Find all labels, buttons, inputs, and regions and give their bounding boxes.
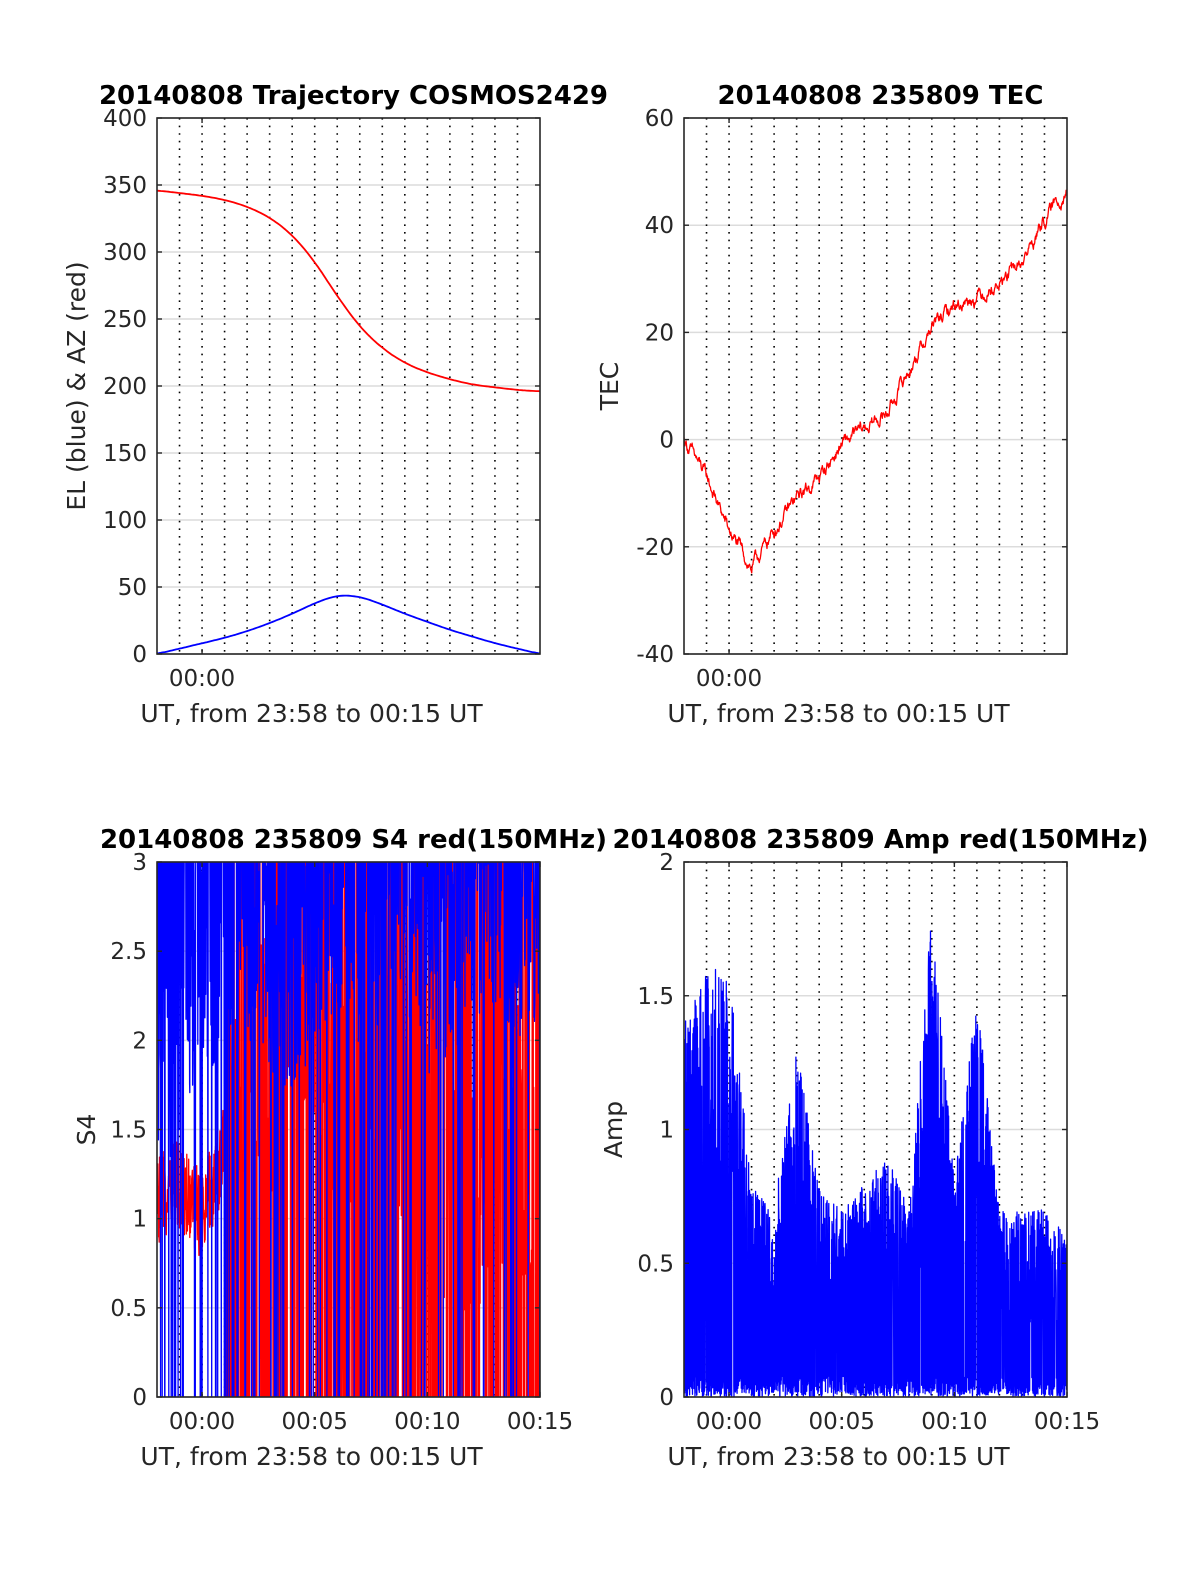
y-tick-label: 2.5 <box>110 939 147 965</box>
y-axis-label: Amp <box>599 1101 628 1158</box>
y-axis-label: S4 <box>72 1114 101 1146</box>
y-axis-label: TEC <box>595 362 624 412</box>
x-tick-label: 00:00 <box>696 666 762 692</box>
y-tick-label: 3 <box>132 850 147 876</box>
axes-box <box>683 117 1068 655</box>
chart-panel-s4: 0 0.5 1 1.5 2 2.5 3 00:00 00:05 00:10 00:15 2014080… <box>72 825 607 1471</box>
series-line <box>684 930 1067 1397</box>
x-axis-label: UT, from 23:58 to 00:15 UT <box>140 699 483 728</box>
chart-panel-traj: 0 50 100 150 200 250 300 350 400 00:00 20140808 Tr… <box>62 81 608 728</box>
chart-title: 20140808 Trajectory COSMOS2429 <box>99 81 608 111</box>
x-tick-label: 00:00 <box>169 666 235 692</box>
y-tick-label: 2 <box>132 1028 147 1054</box>
y-tick-label: 250 <box>103 307 147 333</box>
y-tick-label: 0 <box>132 642 147 668</box>
y-tick-label: 1 <box>132 1207 147 1233</box>
chart-title: 20140808 235809 S4 red(150MHz) <box>100 825 607 855</box>
y-tick-label: 150 <box>103 441 147 467</box>
series-line <box>684 189 1067 574</box>
y-tick-label: -20 <box>636 535 674 561</box>
y-tick-label: 300 <box>103 240 147 266</box>
series-group <box>157 862 540 1397</box>
x-tick-label: 00:10 <box>921 1409 987 1435</box>
y-tick-label: 100 <box>103 508 147 534</box>
y-tick-label: 40 <box>645 213 674 239</box>
y-tick-label: 20 <box>645 320 674 346</box>
x-tick-label: 00:05 <box>809 1409 875 1435</box>
y-tick-label: 1.5 <box>110 1118 147 1144</box>
x-tick-label: 00:15 <box>507 1409 573 1435</box>
x-axis-label: UT, from 23:58 to 00:15 UT <box>667 699 1010 728</box>
chart-panel-amp: 0 0.5 1 1.5 2 00:00 00:05 00:10 00:15 20140808 23… <box>599 825 1149 1471</box>
x-tick-label: 00:00 <box>169 1409 235 1435</box>
chart-panel-tec: -40 -20 0 20 40 60 00:00 20140808 235809 TEC UT,… <box>595 81 1068 728</box>
y-tick-label: 2 <box>659 850 674 876</box>
y-tick-label: 0.5 <box>110 1296 147 1322</box>
y-axis-label: EL (blue) & AZ (red) <box>62 261 91 510</box>
y-tick-label: 0 <box>659 1385 674 1411</box>
y-tick-label: 1.5 <box>637 984 674 1010</box>
x-axis-label: UT, from 23:58 to 00:15 UT <box>140 1442 483 1471</box>
y-tick-label: 60 <box>645 106 674 132</box>
y-tick-label: 350 <box>103 173 147 199</box>
chart-title: 20140808 235809 Amp red(150MHz) <box>612 825 1148 855</box>
chart-title: 20140808 235809 TEC <box>718 81 1044 111</box>
y-tick-label: 0 <box>132 1385 147 1411</box>
y-tick-label: 0.5 <box>637 1251 674 1277</box>
series-line <box>157 189 540 393</box>
x-axis-label: UT, from 23:58 to 00:15 UT <box>667 1442 1010 1471</box>
series-line <box>157 594 540 654</box>
y-tick-label: 50 <box>118 575 147 601</box>
x-tick-label: 00:10 <box>394 1409 460 1435</box>
y-tick-label: 0 <box>659 428 674 454</box>
series-group <box>684 930 1067 1397</box>
y-tick-label: -40 <box>636 642 674 668</box>
x-tick-label: 00:00 <box>696 1409 762 1435</box>
y-tick-label: 400 <box>103 106 147 132</box>
series-group <box>157 189 540 654</box>
y-tick-label: 1 <box>659 1118 674 1144</box>
x-tick-label: 00:15 <box>1034 1409 1100 1435</box>
x-tick-label: 00:05 <box>282 1409 348 1435</box>
y-tick-label: 200 <box>103 374 147 400</box>
series-group <box>684 189 1067 574</box>
